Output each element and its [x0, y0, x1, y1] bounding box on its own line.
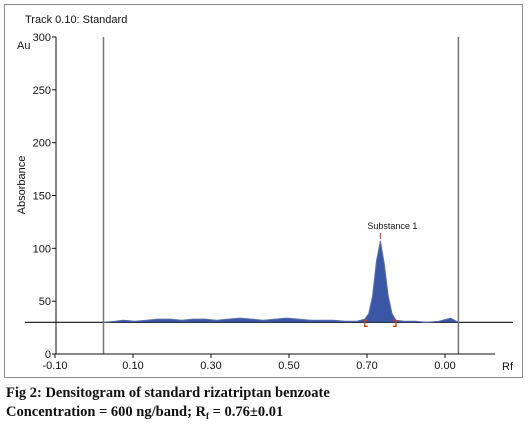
y-axis-label: Absorbance: [16, 156, 28, 215]
x-unit-label: Rf: [502, 361, 514, 373]
y-tick-label: 150: [33, 191, 51, 203]
series-area: [103, 240, 459, 323]
x-tick-label: 0.70: [356, 360, 377, 372]
caption-suffix: = 0.76±0.01: [209, 404, 284, 420]
x-tick-label: 0.50: [278, 360, 299, 372]
y-tick-label: 50: [39, 296, 51, 308]
chart-title: Track 0.10: Standard: [25, 14, 127, 26]
x-tick-label: 0.00: [434, 360, 455, 372]
y-tick-label: 200: [33, 138, 51, 150]
x-tick-label: 0.10: [122, 360, 143, 372]
chart-frame: Track 0.10: Standard Au Rf Absorbance Substa…: [4, 4, 523, 378]
y-tick-label: 250: [33, 85, 51, 97]
y-tick-label: 300: [33, 32, 51, 44]
peak-start-bracket: [364, 319, 368, 327]
caption-prefix: Concentration = 600 ng/band; R: [6, 404, 207, 420]
peak-label: Substance 1: [367, 221, 417, 231]
peak-end-bracket: [393, 319, 397, 327]
y-tick-label: 100: [33, 243, 51, 255]
figure-caption-concentration: Concentration = 600 ng/band; Rf = 0.76±0…: [6, 404, 283, 421]
series-line: [103, 240, 459, 323]
caption-subscript: f: [206, 411, 210, 421]
y-unit-label: Au: [17, 40, 30, 52]
x-tick-label: 0.30: [200, 360, 221, 372]
x-tick-label: -0.10: [42, 360, 67, 372]
densitogram-chart: Track 0.10: Standard Au Rf Absorbance Substa…: [16, 14, 514, 373]
y-tick-label: 0: [45, 349, 51, 361]
figure-caption-title: Fig 2: Densitogram of standard rizatript…: [6, 385, 330, 401]
